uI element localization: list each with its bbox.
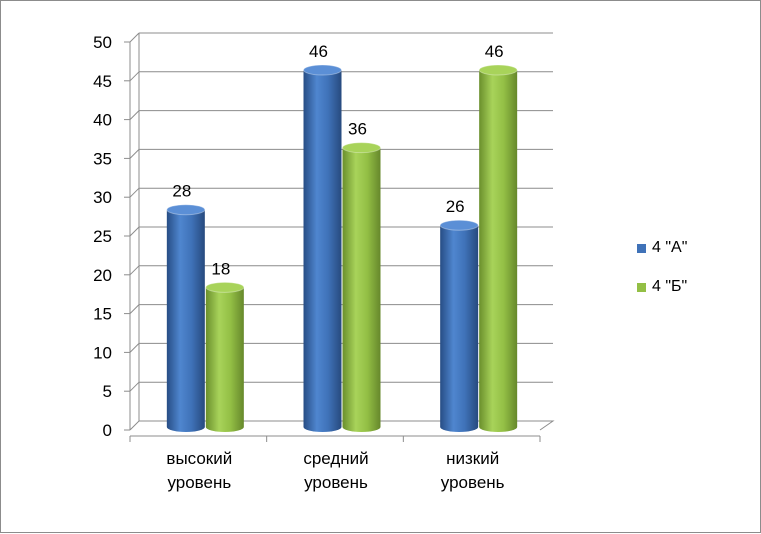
bar-top [342, 142, 381, 154]
bar-top [303, 64, 342, 76]
gridline-side [129, 343, 140, 353]
gridline-side [129, 265, 140, 276]
bar-body [303, 70, 342, 433]
bar [439, 219, 479, 433]
bar-top [205, 281, 245, 293]
gridline-side [129, 381, 140, 392]
bar-body [166, 209, 205, 433]
x-category-label: высокий уровень [166, 449, 232, 492]
data-label: 28 [172, 182, 191, 201]
legend-label-series-1: 4 "А" [652, 239, 688, 256]
bar-body [342, 147, 381, 433]
gridline-side [129, 110, 140, 120]
data-label: 46 [309, 42, 328, 61]
y-tick-label: 5 [103, 382, 112, 401]
y-tick-label: 35 [93, 149, 112, 168]
y-tick-label: 15 [93, 305, 112, 324]
gridline-side [129, 71, 140, 82]
data-label: 36 [348, 120, 367, 139]
legend-item-series-2: 4 "Б" [637, 276, 687, 298]
bar-body [440, 225, 479, 433]
data-label: 18 [211, 259, 230, 278]
y-tick-label: 25 [93, 227, 112, 246]
chart-legend: 4 "А" 4 "Б" [637, 237, 687, 315]
bar-top [166, 204, 206, 216]
x-category-label: средний уровень [303, 449, 368, 492]
x-category-label: низкий уровень [441, 449, 505, 492]
bar-body [205, 287, 244, 433]
gridline-side [129, 32, 140, 43]
legend-swatch-series-2 [637, 282, 646, 292]
bar-top [439, 219, 479, 231]
legend-label-series-2: 4 "Б" [652, 278, 688, 295]
y-tick-label: 45 [93, 72, 112, 91]
y-tick-label: 50 [93, 33, 112, 52]
bar [342, 142, 381, 433]
gridline-side [129, 149, 140, 159]
bar [478, 64, 518, 432]
y-tick-label: 40 [93, 111, 112, 130]
legend-swatch-series-1 [637, 243, 646, 253]
y-tick-label: 10 [93, 343, 112, 362]
data-label: 26 [446, 197, 465, 216]
gridline-side [129, 187, 140, 198]
bar [205, 281, 245, 433]
y-tick-label: 0 [103, 421, 112, 440]
legend-item-series-1: 4 "А" [637, 237, 687, 259]
gridline-side [129, 304, 140, 314]
bar [303, 64, 342, 433]
y-tick-label: 20 [93, 266, 112, 285]
bar-body [479, 70, 518, 432]
bar-top [478, 64, 518, 76]
y-tick-label: 30 [93, 188, 112, 207]
data-label: 46 [485, 42, 504, 61]
gridline-side [129, 226, 140, 237]
bar [166, 204, 206, 433]
